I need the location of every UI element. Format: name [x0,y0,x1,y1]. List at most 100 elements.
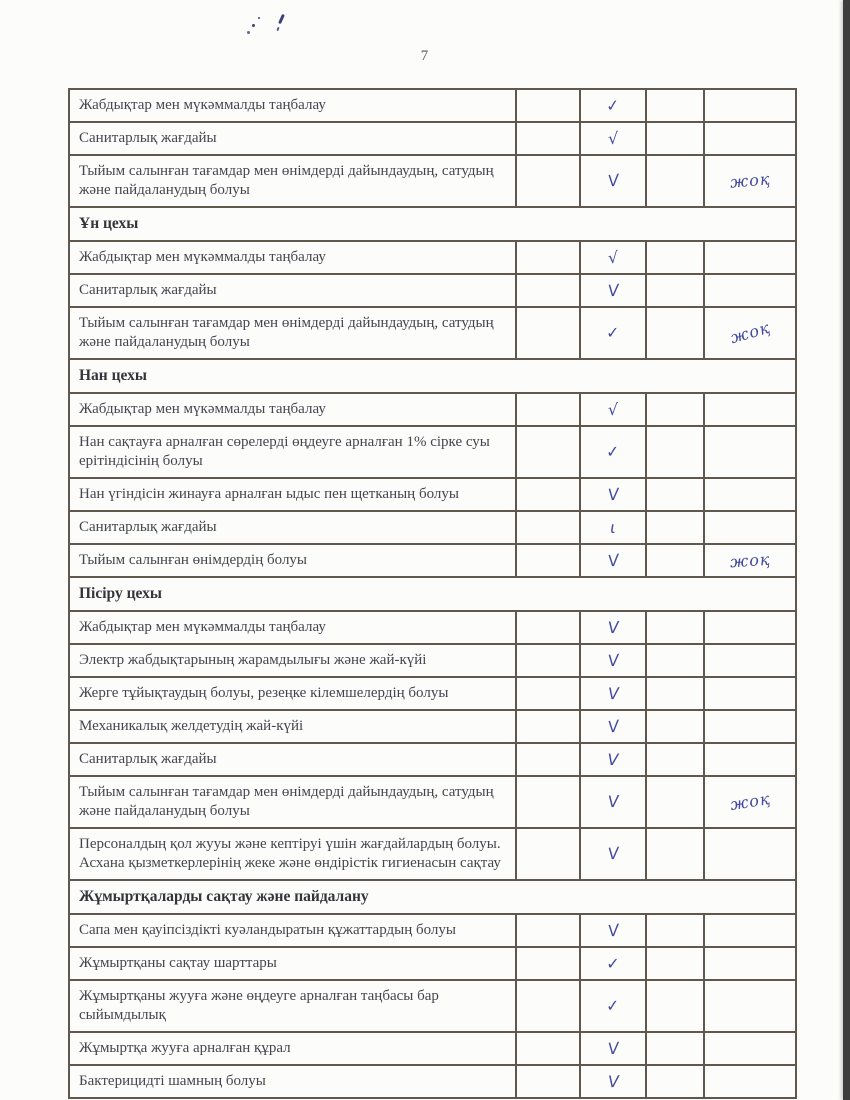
handwritten-checkmark: V [606,715,620,737]
table-row: Нан үгіндісін жинауға арналған ыдыс пен … [68,477,797,512]
table-row: Жұмыртқа жууға арналған құрал V [68,1031,797,1066]
checklist-body: Жабдықтар мен мүкәммалды таңбалау ✓ Санита… [68,88,797,1099]
empty-cell [645,273,705,308]
inspection-checklist-table: Жабдықтар мен мүкәммалды таңбалау ✓ Санита… [68,88,797,1099]
checklist-item-label: Жұмыртқа жууға арналған құрал [68,1031,517,1066]
remark-cell [703,1031,797,1066]
handwritten-checkmark: V [606,170,620,191]
checkmark-cell: √ [579,121,647,156]
handwritten-checkmark: ✓ [605,322,621,343]
empty-cell [515,946,581,981]
ink-speck [258,17,260,19]
handwritten-checkmark: V [606,1037,620,1059]
section-header-row: Пісіру цехы [68,576,797,612]
empty-cell [515,306,581,360]
remark-cell [703,392,797,427]
checkmark-cell: ✓ [579,88,647,123]
checklist-item-label: Нан үгіндісін жинауға арналған ыдыс пен … [68,477,517,512]
empty-cell [645,709,705,744]
checkmark-cell: ✓ [579,946,647,981]
section-title: Пісіру цехы [68,576,797,612]
checkmark-cell: V [579,742,647,777]
empty-cell [515,913,581,948]
empty-cell [645,425,705,479]
empty-cell [515,709,581,744]
checklist-item-label: Тыйым салынған өнімдердің болуы [68,543,517,578]
checkmark-cell: V [579,827,647,881]
handwritten-checkmark: V [606,483,620,505]
checkmark-cell: V [579,1064,647,1099]
remark-cell [703,240,797,275]
handwritten-remark: жоқ [727,317,773,348]
checklist-item-label: Жұмыртқаны жууға және өңдеуге арналған т… [68,979,517,1033]
table-row: Тыйым салынған тағамдар мен өнімдерді да… [68,775,797,829]
checklist-item-label: Жұмыртқаны сақтау шарттары [68,946,517,981]
empty-cell [645,154,705,208]
checklist-item-label: Жабдықтар мен мүкәммалды таңбалау [68,240,517,275]
empty-cell [515,775,581,829]
empty-cell [645,306,705,360]
table-row: Жабдықтар мен мүкәммалды таңбалау ✓ [68,88,797,123]
checklist-item-label: Санитарлық жағдайы [68,121,517,156]
checkmark-cell: V [579,610,647,645]
checkmark-cell: V [579,1031,647,1066]
handwritten-checkmark: √ [607,247,619,267]
remark-cell: жоқ [703,154,797,208]
section-header-row: Жұмыртқаларды сақтау және пайдалану [68,879,797,915]
section-title: Нан цехы [68,358,797,394]
checkmark-cell: V [579,154,647,208]
remark-cell [703,610,797,645]
empty-cell [515,1031,581,1066]
checklist-item-label: Тыйым салынған тағамдар мен өнімдерді да… [68,306,517,360]
handwritten-checkmark: √ [607,128,619,148]
checkmark-cell: V [579,273,647,308]
handwritten-checkmark: ✓ [605,995,621,1016]
table-row: Жабдықтар мен мүкәммалды таңбалау √ [68,240,797,275]
empty-cell [515,610,581,645]
empty-cell [515,154,581,208]
checklist-item-label: Санитарлық жағдайы [68,273,517,308]
table-row: Механикалық желдетудің жай-күйі V [68,709,797,744]
remark-cell: жоқ [703,306,797,360]
handwritten-checkmark: V [607,749,619,769]
handwritten-checkmark: ✓ [605,441,621,462]
checklist-item-label: Жабдықтар мен мүкәммалды таңбалау [68,88,517,123]
section-header-row: Ұн цехы [68,206,797,242]
empty-cell [515,425,581,479]
handwritten-checkmark: V [606,919,620,941]
checkmark-cell: ✓ [579,979,647,1033]
remark-cell [703,425,797,479]
empty-cell [645,775,705,829]
remark-cell: жоқ [703,775,797,829]
empty-cell [515,477,581,512]
table-row: Санитарлық жағдайы ι [68,510,797,545]
empty-cell [515,392,581,427]
checklist-item-label: Жабдықтар мен мүкәммалды таңбалау [68,610,517,645]
checkmark-cell: V [579,676,647,711]
checkmark-cell: V [579,775,647,829]
empty-cell [645,240,705,275]
table-row: Жұмыртқаны сақтау шарттары ✓ [68,946,797,981]
empty-cell [515,121,581,156]
empty-cell [515,676,581,711]
remark-cell [703,88,797,123]
ink-speck [278,13,285,25]
checkmark-cell: √ [579,392,647,427]
section-title: Ұн цехы [68,206,797,242]
checklist-item-label: Нан сақтауға арналған сөрелерді өңдеуге … [68,425,517,479]
empty-cell [515,510,581,545]
remark-cell [703,946,797,981]
remark-cell [703,477,797,512]
remark-cell [703,121,797,156]
checkmark-cell: V [579,543,647,578]
empty-cell [645,543,705,578]
remark-cell [703,1064,797,1099]
checklist-item-label: Электр жабдықтарының жарамдылығы және жа… [68,643,517,678]
empty-cell [645,477,705,512]
table-row: Бактерицидті шамның болуы V [68,1064,797,1099]
handwritten-checkmark: V [606,549,620,571]
empty-cell [645,392,705,427]
empty-cell [645,1031,705,1066]
